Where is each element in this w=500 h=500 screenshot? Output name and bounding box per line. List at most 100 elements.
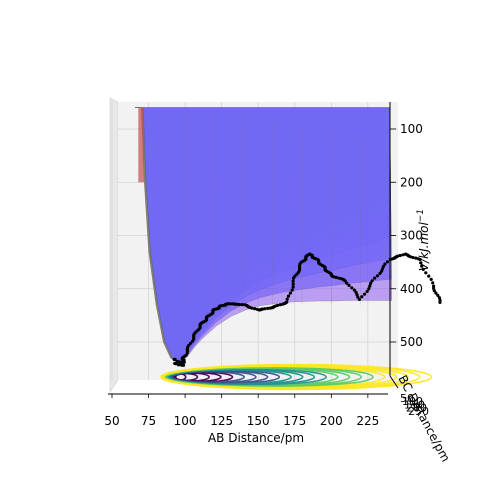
trajectory-point-158	[369, 281, 373, 285]
trajectory-point-150	[355, 293, 359, 297]
trajectory-point-89	[285, 297, 289, 301]
trajectory-point-84	[278, 303, 282, 307]
x-tick-label-0: 50	[104, 414, 119, 428]
trajectory-point-165	[381, 264, 385, 269]
trajectory-point-195	[434, 291, 438, 295]
trajectory-point-161	[375, 274, 379, 278]
trajectory-point-156	[367, 287, 371, 291]
trajectory-point-90	[286, 294, 291, 298]
trajectory-point-153	[360, 295, 364, 299]
trajectory-point-95	[291, 279, 295, 283]
trajectory-point-83	[275, 303, 280, 307]
back-pane-left	[109, 97, 119, 393]
trajectory-point-69	[250, 306, 254, 310]
y-axis-line	[389, 375, 399, 389]
trajectory-point-139	[334, 275, 338, 279]
trajectory-point-97	[293, 274, 297, 278]
trajectory-point-184	[418, 257, 422, 262]
trajectory-point-180	[408, 255, 413, 259]
trajectory-point-93	[291, 285, 295, 289]
trajectory-point-211	[177, 360, 181, 364]
trajectory-point-186	[420, 264, 424, 268]
x-tick-label-1: 75	[141, 414, 156, 428]
z-tick-label-0: 100	[400, 122, 423, 136]
trajectory-point-162	[378, 271, 382, 275]
z-tick-label-2: 300	[400, 229, 423, 243]
trajectory-point-208	[176, 363, 181, 367]
trajectory-point-63	[240, 303, 244, 307]
trajectory-point-70	[253, 307, 257, 311]
trajectory-point-199	[438, 300, 442, 304]
trajectory-point-91	[288, 291, 292, 295]
trajectory-point-146	[347, 283, 351, 287]
trajectory-point-157	[368, 284, 372, 288]
trajectory-point-174	[398, 253, 402, 258]
trajectory-point-209	[173, 361, 177, 366]
x-tick-label-2: 100	[174, 414, 197, 428]
x-tick-label-4: 150	[247, 414, 270, 428]
x-tick-label-5: 175	[283, 414, 306, 428]
z-axis-label-sup: −1	[416, 209, 426, 222]
trajectory-point-210	[173, 357, 177, 361]
trajectory-point-77	[266, 306, 270, 310]
x-axis-label: AB Distance/pm	[208, 431, 304, 445]
y-tick-label-1: 100	[402, 395, 423, 408]
x-tick-label-7: 225	[356, 414, 379, 428]
trajectory-point-76	[263, 307, 267, 311]
trajectory-point-194	[432, 289, 436, 293]
trajectory-point-140	[337, 276, 341, 280]
trajectory-point-192	[432, 284, 436, 288]
trajectory-point-166	[383, 262, 387, 266]
trajectory-point-94	[291, 282, 295, 286]
trajectory-point-197	[437, 296, 441, 300]
trajectory-point-187	[421, 267, 425, 271]
trajectory-point-154	[363, 292, 367, 296]
trajectory-point-213	[182, 360, 186, 364]
trajectory-point-147	[350, 286, 354, 290]
trajectory-point-159	[370, 279, 374, 283]
svg-text:BC Distance/pm: BC Distance/pm	[395, 373, 452, 464]
z-axis-ticks: 100 200 300 400 500	[390, 122, 423, 349]
z-axis-label: V/kJ.mol−1	[416, 209, 431, 271]
y-tick-label-4: 250	[408, 405, 429, 418]
y-tick-label-0: 50	[400, 392, 414, 405]
contour-lines	[160, 363, 433, 391]
trajectory-point-152	[357, 297, 361, 301]
trajectory-point-182	[414, 256, 418, 260]
trajectory-point-62	[237, 302, 241, 307]
trajectory-point-167	[385, 260, 389, 264]
y-tick-label-3: 200	[406, 402, 427, 415]
trajectory-point-175	[401, 253, 405, 257]
trajectory-point-196	[436, 293, 440, 297]
trajectory-points	[172, 252, 442, 367]
trajectory-point-88	[285, 300, 289, 304]
y-axis-label: BC Distance/pm	[395, 373, 452, 464]
x-axis-ticks: 50 75 100 125 150 175 200 225	[104, 394, 379, 428]
trajectory-point-151	[356, 295, 360, 299]
trajectory-point-148	[352, 288, 356, 292]
trajectory-point-191	[431, 281, 435, 285]
trajectory-point-144	[343, 279, 347, 283]
surface-bands	[135, 107, 393, 364]
trajectory-point-155	[365, 289, 369, 293]
x-tick-label-3: 125	[210, 414, 233, 428]
z-tick-label-1: 200	[400, 175, 423, 189]
trajectory-point-173	[396, 254, 400, 258]
svg-text:V/kJ.mol−1: V/kJ.mol−1	[416, 209, 431, 271]
trajectory-point-56	[227, 302, 231, 306]
trajectory-point-14	[189, 341, 193, 345]
z-tick-label-3: 400	[400, 282, 423, 296]
trajectory-point-145	[345, 281, 349, 285]
trajectory-point-185	[419, 261, 423, 265]
surface-wall	[138, 107, 145, 183]
trajectory-point-212	[181, 363, 186, 367]
trajectory-point-188	[424, 271, 428, 275]
z-axis-label-text: V/kJ.mol	[417, 222, 431, 272]
trajectory-point-181	[411, 255, 415, 260]
x-tick-label-6: 200	[320, 414, 343, 428]
y-tick-label-2: 150	[404, 398, 425, 411]
trajectory-point-92	[290, 288, 294, 292]
trajectory-point-190	[429, 277, 433, 281]
trajectory-point-189	[427, 274, 431, 278]
